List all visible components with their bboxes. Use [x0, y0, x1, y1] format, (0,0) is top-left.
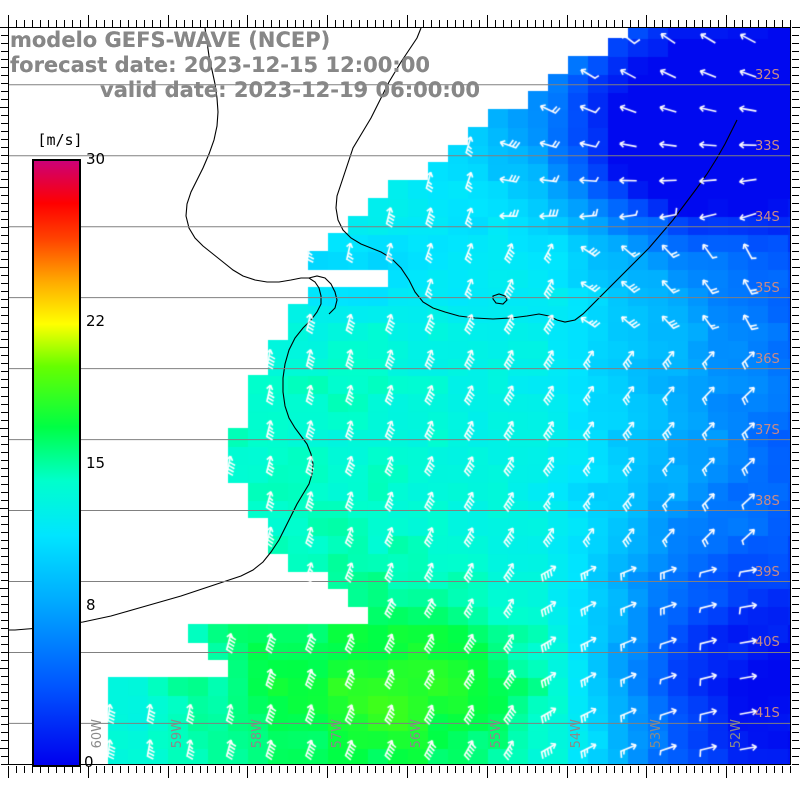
ruler-right [792, 27, 800, 765]
colorbar-tick-15: 15 [86, 454, 106, 472]
lat-label-39S: 39S [755, 564, 780, 580]
ruler-left [0, 27, 8, 765]
lat-label-40S: 40S [755, 635, 780, 651]
lon-label-60W: 60W [89, 719, 105, 749]
lon-label-58W: 58W [249, 719, 265, 749]
lon-label-59W: 59W [169, 719, 185, 749]
lon-label-57W: 57W [329, 719, 345, 749]
colorbar-tick-30: 30 [86, 150, 106, 168]
lat-label-38S: 38S [755, 493, 780, 509]
wind-barb-overlay [9, 28, 790, 764]
lat-label-33S: 33S [755, 138, 780, 154]
lat-label-32S: 32S [755, 67, 780, 83]
colorbar-gradient [32, 159, 81, 767]
lat-label-36S: 36S [755, 351, 780, 367]
lat-label-34S: 34S [755, 209, 780, 225]
lat-label-37S: 37S [755, 422, 780, 438]
lon-label-52W: 52W [729, 719, 745, 749]
lon-label-55W: 55W [489, 719, 505, 749]
colorbar-units-label: [m/s] [37, 131, 83, 149]
ruler-bottom [8, 766, 791, 778]
lon-label-54W: 54W [569, 719, 585, 749]
lat-label-35S: 35S [755, 280, 780, 296]
lat-label-41S: 41S [755, 706, 780, 722]
lon-label-53W: 53W [649, 719, 665, 749]
ruler-top [8, 15, 791, 27]
plot-frame [8, 27, 791, 765]
colorbar-tick-8: 8 [86, 595, 96, 614]
colorbar-tick-22: 22 [86, 312, 106, 331]
colorbar-tick-0: 0 [84, 753, 94, 771]
lon-label-56W: 56W [409, 719, 425, 749]
